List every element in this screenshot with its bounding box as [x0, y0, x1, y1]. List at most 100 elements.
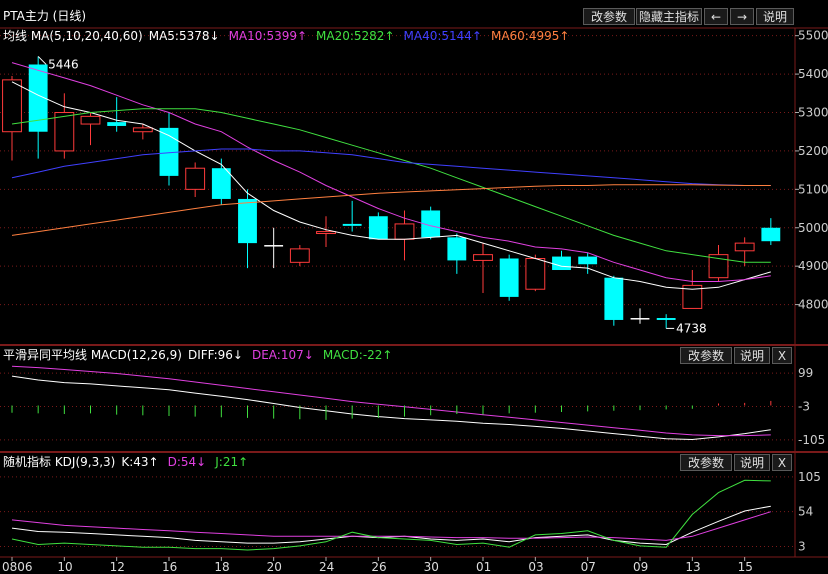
ma-line-ma10	[11, 62, 771, 282]
price-tick-label: 5200	[798, 144, 828, 158]
macd-legend-item: DIFF:96↓	[187, 348, 243, 362]
kdj-line-k	[11, 505, 771, 546]
price-tick-label: 4800	[798, 298, 828, 312]
macd-legend-item: DEA:107↓	[251, 348, 314, 362]
macd-tick-label: -3	[798, 399, 810, 413]
macd-tick-label: 99	[798, 366, 813, 380]
extreme-marker	[37, 56, 47, 65]
price-tick-label: 5100	[798, 182, 828, 196]
date-tick-label: 12	[110, 560, 125, 574]
candle-body	[447, 237, 467, 261]
candle-body	[264, 245, 284, 247]
candle-body	[185, 167, 206, 190]
kdj-legend-item: 随机指标 KDJ(9,3,3)	[3, 455, 116, 469]
candle-body	[578, 256, 598, 265]
ma-line-ma20	[11, 108, 771, 263]
ma-legend-item: MA20:5282↑	[316, 29, 395, 43]
extreme-label: 5446	[48, 57, 79, 71]
help-button[interactable]: 说明	[756, 8, 794, 25]
kdj-line-d	[11, 511, 771, 541]
candle-body	[316, 231, 336, 235]
macd-legend: 平滑异同平均线 MACD(12,26,9) DIFF:96↓ DEA:107↓ MAC…	[3, 347, 401, 363]
kdj-legend-item: J:21↑	[215, 455, 249, 469]
candle-body	[54, 112, 75, 152]
scroll-left-button[interactable]: ←	[704, 8, 728, 25]
price-tick-label: 5300	[798, 106, 828, 120]
macd-line-dea	[11, 365, 771, 437]
macd-tick-label: -105	[798, 433, 825, 447]
date-tick-label: 13	[685, 560, 700, 574]
candle-body	[342, 223, 362, 226]
hide-main-indicator-button[interactable]: 隐藏主指标	[636, 8, 702, 25]
price-tick-label: 5000	[798, 221, 828, 235]
ma-legend-item: MA5:5378↓	[148, 29, 220, 43]
candle-body	[682, 284, 703, 309]
date-tick-label: 10	[57, 560, 72, 574]
macd-line-diff	[11, 375, 771, 441]
price-tick-label: 5400	[798, 67, 828, 81]
candle-body	[499, 258, 519, 297]
kdj-close-button[interactable]: X	[772, 454, 792, 471]
candle-body	[80, 115, 101, 125]
candle-body	[525, 257, 546, 290]
kdj-tick-label: 54	[798, 505, 813, 519]
macd-legend-item: 平滑异同平均线 MACD(12,26,9)	[3, 348, 182, 362]
candle-body	[421, 210, 441, 238]
ma-line-ma60	[11, 184, 771, 236]
macd-params-button[interactable]: 改参数	[680, 347, 732, 364]
params-button[interactable]: 改参数	[583, 8, 635, 25]
date-tick-label: 16	[162, 560, 177, 574]
date-tick-label: 0806	[2, 560, 33, 574]
price-tick-label: 4900	[798, 259, 828, 273]
date-tick-label: 03	[528, 560, 543, 574]
macd-legend-item: MACD:-22↑	[322, 348, 393, 362]
candle-body	[630, 318, 650, 320]
macd-help-button[interactable]: 说明	[734, 347, 770, 364]
candle-body	[211, 168, 231, 199]
candle-body	[473, 254, 493, 261]
candle-body	[708, 254, 729, 279]
candle-body	[238, 198, 257, 244]
ma-line-ma40	[11, 148, 771, 186]
date-tick-label: 07	[581, 560, 596, 574]
date-tick-label: 09	[633, 560, 648, 574]
date-tick-label: 18	[214, 560, 229, 574]
kdj-help-button[interactable]: 说明	[734, 454, 770, 471]
candle-body	[761, 227, 781, 242]
ma-legend: 均线 MA(5,10,20,40,60) MA5:5378↓ MA10:5399↑ M…	[3, 28, 578, 44]
candle-body	[604, 277, 624, 320]
scroll-right-button[interactable]: →	[730, 8, 754, 25]
ma-legend-item: MA10:5399↑	[228, 29, 308, 43]
kdj-tick-label: 105	[798, 470, 821, 484]
kdj-legend-item: K:43↑	[121, 455, 159, 469]
candle-body	[552, 256, 571, 271]
date-tick-label: 20	[267, 560, 282, 574]
candle-body	[656, 318, 676, 320]
kdj-params-button[interactable]: 改参数	[680, 454, 732, 471]
ma-legend-item: 均线 MA(5,10,20,40,60)	[3, 29, 143, 43]
kdj-line-j	[11, 479, 771, 551]
candle-body	[132, 127, 153, 133]
candle-body	[394, 223, 415, 240]
date-tick-label: 15	[738, 560, 753, 574]
candle-body	[368, 216, 388, 240]
candle-body	[2, 79, 22, 133]
candle-body	[107, 122, 127, 126]
extreme-label: 4738	[676, 321, 707, 335]
date-tick-label: 26	[371, 560, 386, 574]
kdj-tick-label: 3	[798, 540, 806, 554]
candle-body	[159, 127, 179, 176]
ma-legend-item: MA60:4995↑	[490, 29, 570, 43]
candle-body	[289, 248, 310, 263]
price-tick-label: 5500	[798, 29, 828, 43]
date-tick-label: 24	[319, 560, 334, 574]
kdj-legend: 随机指标 KDJ(9,3,3) K:43↑ D:54↓ J:21↑	[3, 454, 257, 470]
candle-body	[28, 64, 48, 132]
chart-title: PTA主力 (日线)	[3, 9, 87, 23]
date-tick-label: 30	[424, 560, 439, 574]
ma-legend-item: MA40:5144↑	[403, 29, 482, 43]
macd-close-button[interactable]: X	[772, 347, 792, 364]
kdj-legend-item: D:54↓	[167, 455, 207, 469]
date-tick-label: 01	[476, 560, 491, 574]
